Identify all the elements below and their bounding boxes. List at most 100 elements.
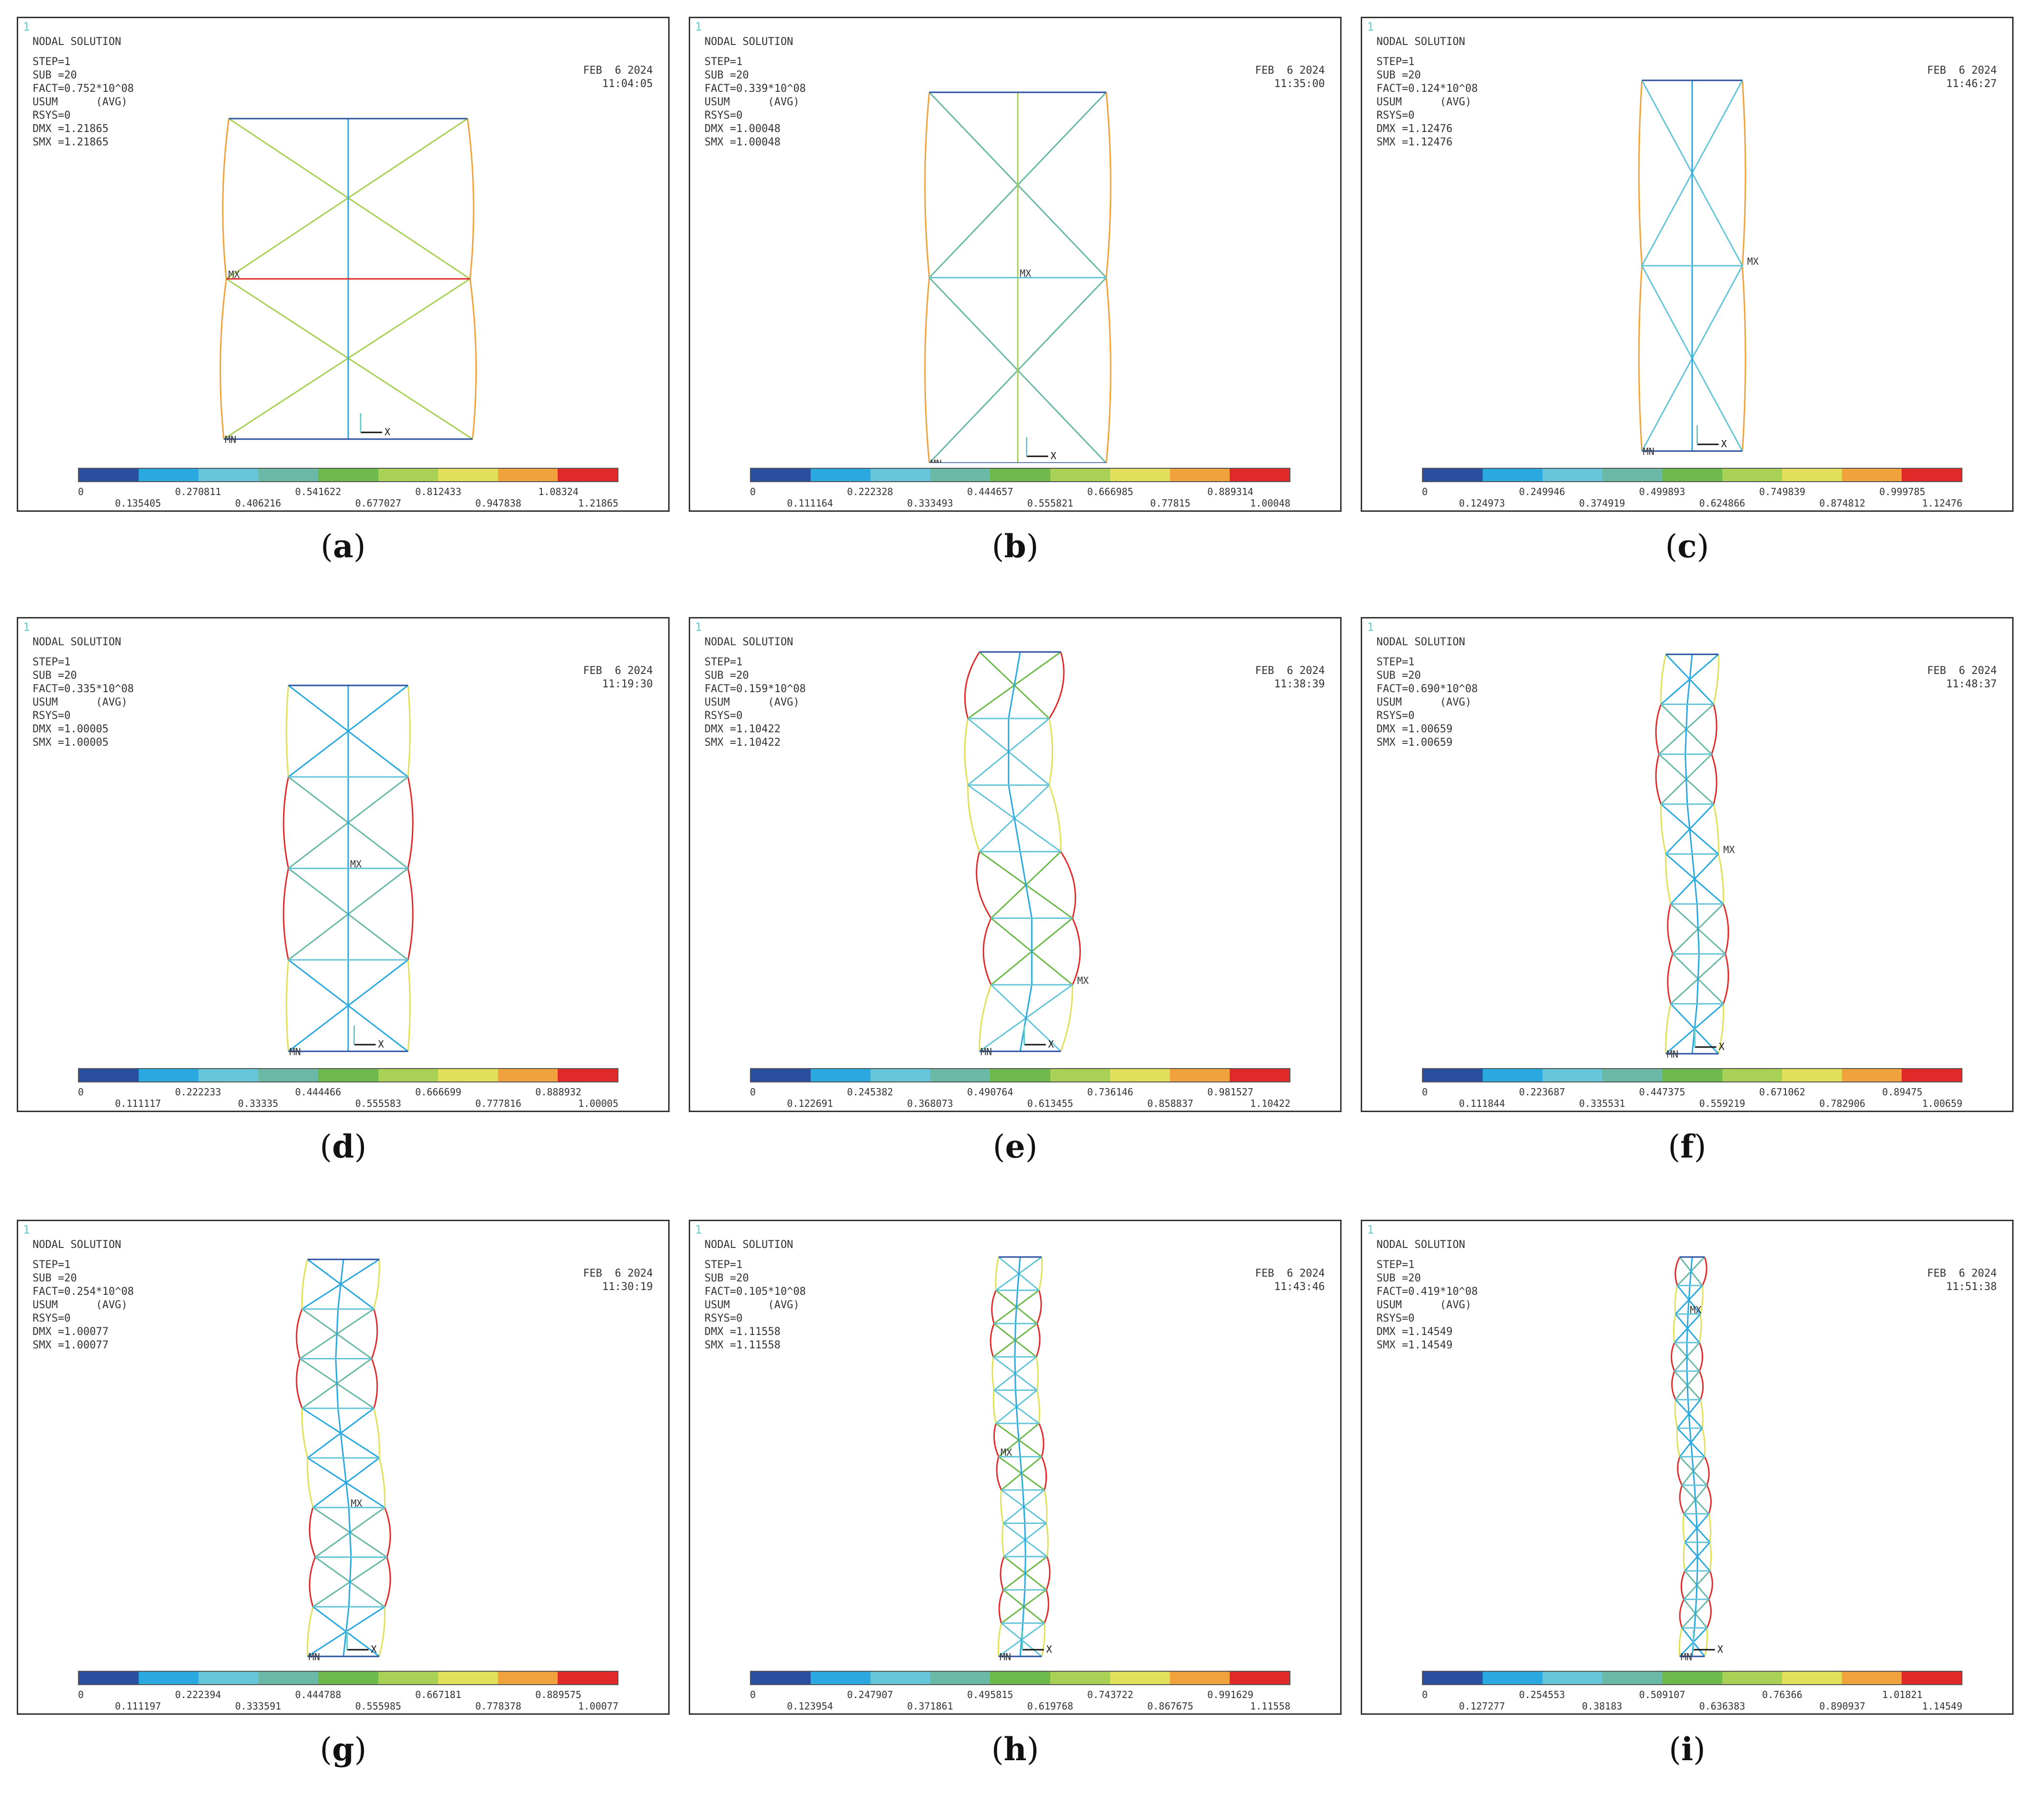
x-axis-label: X	[371, 1644, 377, 1655]
legend-tick-label: 0.743722	[1087, 1689, 1134, 1700]
subfigure-label: b	[1004, 528, 1026, 565]
left-chord-member	[924, 277, 930, 463]
min-marker: MN	[980, 1046, 992, 1058]
timestamp: FEB 6 2024 11:51:38	[1927, 1267, 1997, 1294]
legend-swatch	[1841, 1672, 1902, 1684]
legend-tick-label: 0.247907	[847, 1689, 893, 1700]
legend-swatch	[1050, 469, 1110, 481]
right-chord-member	[1035, 1323, 1041, 1357]
subfigure-c: 1 NODAL SOLUTION STEP=1 SUB =20 FACT=0.124*1…	[1361, 17, 2014, 617]
coordinate-system: RSYS=0	[33, 1313, 71, 1324]
center-post	[1024, 1523, 1026, 1557]
color-legend-bar	[750, 1068, 1290, 1082]
legend-tick-label: 0.122691	[787, 1098, 833, 1109]
right-chord-member	[1041, 1623, 1046, 1657]
max-marker: MX	[1747, 256, 1759, 267]
right-chord-member	[371, 1309, 378, 1359]
coordinate-system: RSYS=0	[705, 710, 743, 722]
solution-header: NODAL SOLUTION STEP=1 SUB =20 FACT=0.105*10…	[705, 1238, 806, 1352]
center-post	[1685, 704, 1688, 754]
right-chord-member	[467, 118, 474, 279]
legend-swatch	[1229, 1672, 1289, 1684]
date-label: FEB 6 2024	[1255, 65, 1325, 77]
subfigure-label: i	[1681, 1731, 1694, 1768]
legend-swatch	[1110, 1672, 1170, 1684]
result-item: USUM (AVG)	[705, 696, 800, 708]
legend-tick-label: 0.490764	[967, 1086, 1013, 1098]
max-value: SMX =1.00005	[33, 737, 109, 749]
legend-swatch	[497, 469, 558, 481]
right-chord-member	[1709, 1542, 1712, 1571]
timestamp: FEB 6 2024 11:30:19	[583, 1267, 653, 1294]
legend-swatch	[751, 1672, 811, 1684]
legend-swatch	[438, 1672, 498, 1684]
legend-swatch	[1050, 1672, 1110, 1684]
max-displacement: DMX =1.00005	[33, 723, 109, 735]
left-chord-member	[301, 1259, 308, 1309]
center-post	[337, 1408, 344, 1458]
center-post	[1691, 1456, 1696, 1486]
legend-swatch	[497, 1069, 558, 1081]
left-chord-member	[967, 785, 980, 852]
date-label: FEB 6 2024	[583, 65, 653, 77]
max-value: SMX =1.12476	[1376, 136, 1453, 148]
legend-swatch	[990, 469, 1050, 481]
legend-swatch	[870, 469, 931, 481]
window-number: 1	[23, 20, 30, 33]
center-post	[1696, 904, 1700, 954]
legend-tick-label: 0.245382	[847, 1086, 893, 1098]
center-post	[1696, 1513, 1698, 1543]
legend-swatch	[497, 1672, 558, 1684]
left-chord-member	[979, 984, 992, 1052]
result-item: USUM (AVG)	[705, 96, 800, 108]
left-chord-member	[1638, 80, 1643, 266]
left-chord-member	[1671, 1371, 1676, 1400]
ansys-plot-window: 1 NODAL SOLUTION STEP=1 SUB =20 FACT=0.159*1…	[689, 617, 1342, 1112]
legend-swatch	[378, 1069, 438, 1081]
time-label: 11:48:37	[1946, 678, 1997, 690]
time-label: 11:43:46	[1274, 1281, 1325, 1293]
left-chord-member	[301, 1408, 308, 1458]
max-marker: MX	[228, 269, 240, 280]
subfigure-h: 1 NODAL SOLUTION STEP=1 SUB =20 FACT=0.105*1…	[689, 1220, 1342, 1820]
legend-tick-label: 1.12476	[1922, 497, 1962, 509]
max-displacement: DMX =1.00659	[1376, 723, 1453, 735]
coordinate-system: RSYS=0	[705, 1313, 743, 1324]
window-number: 1	[1367, 1223, 1374, 1236]
window-number: 1	[695, 1223, 702, 1236]
plot-title: NODAL SOLUTION	[1376, 36, 1465, 48]
center-post	[1686, 1371, 1689, 1400]
diagonal-member	[226, 118, 468, 280]
window-number: 1	[1367, 620, 1374, 634]
legend-tick-label: 0.874812	[1819, 497, 1866, 509]
scale-factor: FACT=0.254*10^08	[33, 1286, 134, 1298]
left-chord-member	[1638, 265, 1643, 452]
right-chord-member	[1048, 718, 1053, 785]
legend-swatch	[1423, 469, 1483, 481]
legend-swatch	[811, 469, 871, 481]
legend-tick-label: 0.555821	[1027, 497, 1073, 509]
legend-tick-label: 0.947838	[475, 497, 522, 509]
center-post	[348, 1507, 352, 1557]
legend-tick-label: 0.135405	[115, 497, 161, 509]
scale-factor: FACT=0.752*10^08	[33, 83, 134, 95]
right-chord-member	[1036, 1390, 1040, 1424]
legend-tick-label: 0.677027	[355, 497, 401, 509]
x-axis-label: X	[1051, 450, 1057, 462]
legend-swatch	[930, 469, 991, 481]
right-chord-member	[407, 685, 411, 777]
legend-swatch	[1542, 469, 1603, 481]
min-marker: MN	[225, 434, 236, 445]
ansys-plot-window: 1 NODAL SOLUTION STEP=1 SUB =20 FACT=0.254*1…	[17, 1220, 670, 1715]
diagonal-member	[223, 278, 471, 440]
right-chord-member	[1698, 1370, 1704, 1400]
color-legend-bar	[750, 468, 1290, 482]
max-displacement: DMX =1.21865	[33, 123, 109, 135]
time-label: 11:46:27	[1946, 78, 1997, 90]
left-chord-member	[1673, 1313, 1676, 1343]
right-chord-member	[1722, 904, 1729, 954]
legend-swatch	[751, 469, 811, 481]
legend-swatch	[557, 469, 617, 481]
left-chord-member	[991, 1357, 995, 1390]
solution-header: NODAL SOLUTION STEP=1 SUB =20 FACT=0.159*10…	[705, 636, 806, 750]
